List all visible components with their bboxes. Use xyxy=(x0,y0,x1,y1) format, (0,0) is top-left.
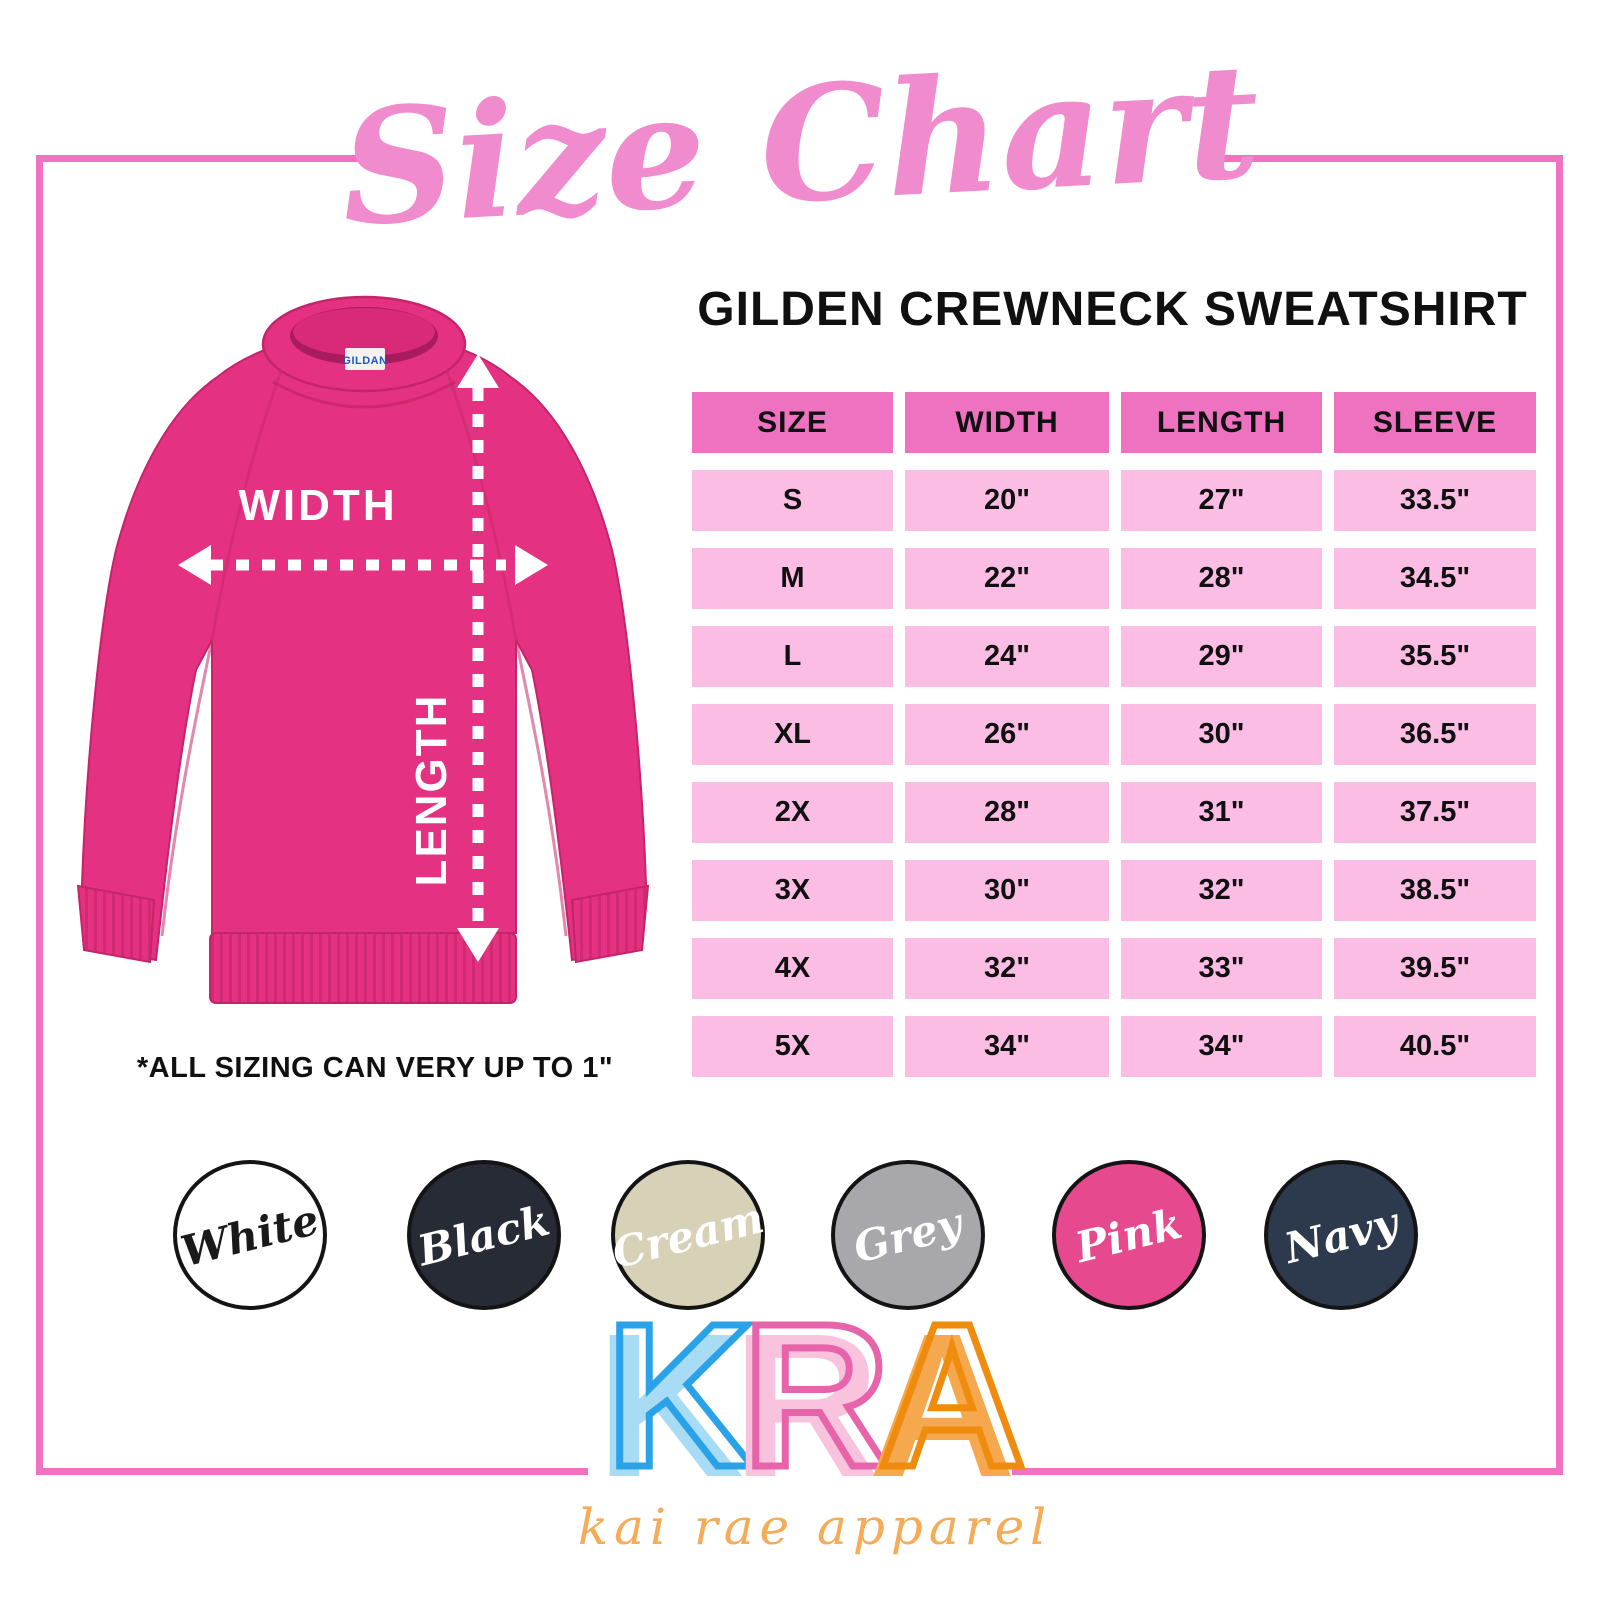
table-header-cell: WIDTH xyxy=(905,392,1109,453)
width-label: WIDTH xyxy=(238,481,397,530)
kra-letter-fill: K xyxy=(596,1291,745,1520)
color-swatch-label: Grey xyxy=(849,1198,967,1272)
table-cell: 38.5" xyxy=(1334,860,1536,921)
kra-letter-outline: R xyxy=(739,1281,894,1510)
page-title-text: Size Chart xyxy=(336,28,1264,262)
color-swatch-grey: Grey xyxy=(831,1160,985,1310)
hem-band xyxy=(209,932,517,1004)
sweatshirt-diagram: GILDAN WIDTH LENGTH xyxy=(76,295,650,1004)
kra-letter-fill: A xyxy=(868,1291,1017,1520)
table-cell: 30" xyxy=(905,860,1109,921)
table-cell: 3X xyxy=(692,860,893,921)
table-cell: 28" xyxy=(905,782,1109,843)
color-swatch-pink: Pink xyxy=(1052,1160,1206,1310)
left-cuff xyxy=(76,884,156,964)
color-swatch-label: Black xyxy=(413,1195,555,1275)
sweatshirt-body xyxy=(80,338,648,962)
table-header-cell: LENGTH xyxy=(1121,392,1322,453)
table-cell: S xyxy=(692,470,893,531)
table-cell: L xyxy=(692,626,893,687)
length-arrowhead-bottom xyxy=(457,928,499,962)
color-swatch-white: White xyxy=(173,1160,327,1310)
table-cell: XL xyxy=(692,704,893,765)
right-cuff xyxy=(570,884,650,964)
table-cell: 33.5" xyxy=(1334,470,1536,531)
table-cell: 36.5" xyxy=(1334,704,1536,765)
color-swatch-label: White xyxy=(176,1194,324,1276)
table-cell: 2X xyxy=(692,782,893,843)
length-arrowhead-top xyxy=(457,354,499,388)
table-header-cell: SIZE xyxy=(692,392,893,453)
table-cell: 20" xyxy=(905,470,1109,531)
table-cell: 35.5" xyxy=(1334,626,1536,687)
table-cell: 34.5" xyxy=(1334,548,1536,609)
table-cell: M xyxy=(692,548,893,609)
color-swatch-label: Cream xyxy=(607,1192,769,1278)
collar-inner xyxy=(293,308,435,356)
neck-tag xyxy=(345,348,385,370)
page-title: Size Chart xyxy=(336,6,1264,284)
table-cell: 4X xyxy=(692,938,893,999)
color-swatch-cream: Cream xyxy=(607,1160,769,1310)
kra-logo-subtitle: kai rae apparel xyxy=(577,1498,1053,1556)
kra-letter-outline: K xyxy=(602,1281,757,1510)
table-cell: 37.5" xyxy=(1334,782,1536,843)
table-cell: 31" xyxy=(1121,782,1322,843)
size-table: SIZE WIDTH LENGTH SLEEVE S 20" 27" 33.5" M 22" 28"… xyxy=(692,392,1536,1077)
color-swatch-label: Navy xyxy=(1279,1197,1403,1273)
table-cell: 29" xyxy=(1121,626,1322,687)
table-cell: 24" xyxy=(905,626,1109,687)
table-cell: 39.5" xyxy=(1334,938,1536,999)
table-cell: 22" xyxy=(905,548,1109,609)
length-label: LENGTH xyxy=(407,694,456,887)
table-cell: 27" xyxy=(1121,470,1322,531)
table-cell: 28" xyxy=(1121,548,1322,609)
collar-seam xyxy=(272,380,456,409)
seam-line xyxy=(160,639,214,937)
color-swatch-label: Pink xyxy=(1071,1198,1187,1272)
sizing-note: *ALL SIZING CAN VERY UP TO 1" xyxy=(136,1052,614,1084)
width-arrowhead-right xyxy=(515,545,548,585)
table-cell: 30" xyxy=(1121,704,1322,765)
table-cell: 34" xyxy=(1121,1016,1322,1077)
table-cell: 26" xyxy=(905,704,1109,765)
kra-letter-outline: A xyxy=(875,1281,1030,1510)
color-swatch-black: Black xyxy=(407,1160,561,1310)
table-cell: 33" xyxy=(1121,938,1322,999)
table-cell: 32" xyxy=(1121,860,1322,921)
table-cell: 34" xyxy=(905,1016,1109,1077)
neck-tag-text: GILDAN xyxy=(342,355,387,367)
table-header-cell: SLEEVE xyxy=(1334,392,1536,453)
kra-letter-fill: R xyxy=(732,1291,881,1520)
table-cell: 5X xyxy=(692,1016,893,1077)
table-cell: 32" xyxy=(905,938,1109,999)
table-cell: 40.5" xyxy=(1334,1016,1536,1077)
seam-line xyxy=(514,639,568,937)
width-arrowhead-left xyxy=(178,545,211,585)
color-swatch-navy: Navy xyxy=(1264,1160,1418,1310)
product-title: GILDEN CREWNECK SWEATSHIRT xyxy=(697,283,1528,336)
